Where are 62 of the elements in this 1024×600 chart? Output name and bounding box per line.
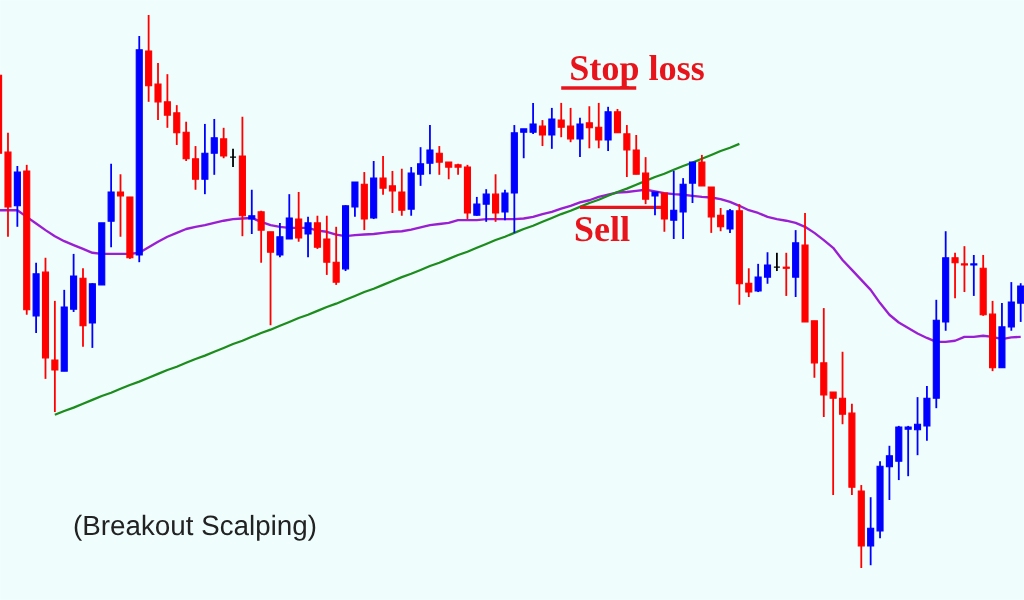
candlestick [885, 444, 893, 501]
candlestick [867, 496, 875, 567]
candlestick [576, 116, 584, 159]
candlestick [529, 102, 537, 135]
candlestick [173, 104, 181, 146]
candlestick [473, 196, 481, 217]
candlestick [904, 424, 912, 478]
candlestick [838, 350, 847, 426]
candlestick [970, 254, 978, 297]
annotation: Stop loss [571, 54, 704, 88]
candlestick [379, 155, 387, 196]
candlestick [154, 62, 162, 121]
candlestick [754, 262, 762, 293]
candlestick [266, 230, 275, 327]
candlestick [482, 188, 490, 223]
annotation: Sell [575, 215, 630, 242]
candlestick [548, 106, 556, 150]
candlestick [332, 225, 340, 286]
candlestick [1017, 282, 1024, 323]
candlestick [960, 245, 968, 293]
candlestick [688, 161, 697, 204]
annotation: (Breakout Scalping) [74, 514, 316, 541]
candlestick [388, 170, 396, 214]
candlestick [782, 251, 790, 297]
candlestick [285, 193, 293, 240]
candlestick [951, 251, 959, 300]
candlestick [670, 170, 678, 240]
candlestick [116, 173, 125, 238]
candlestick [913, 396, 922, 457]
candlestick [557, 102, 565, 139]
candlestick [417, 146, 425, 187]
candlestick [295, 191, 303, 243]
candlestick [520, 128, 528, 160]
candlestick [435, 145, 443, 176]
candlestick [829, 391, 837, 496]
candlestick [538, 119, 547, 147]
candlestick [304, 215, 312, 259]
candlestick [501, 188, 509, 222]
candlestick [426, 124, 434, 176]
candlestick [745, 267, 753, 298]
candlestick [651, 191, 659, 217]
candlestick [492, 173, 500, 223]
candlestick [276, 222, 284, 259]
candlestick [623, 124, 631, 178]
candlestick [323, 214, 331, 276]
candlestick [163, 73, 171, 129]
candlestick [220, 126, 228, 160]
candlestick [398, 167, 406, 217]
candlestick [698, 154, 706, 187]
candlestick [613, 108, 622, 134]
candlestick [51, 299, 59, 413]
candlestick [248, 188, 256, 235]
candlestick [585, 105, 593, 150]
candlestick [257, 209, 265, 264]
candlestick [595, 102, 603, 150]
candlestick [191, 145, 200, 191]
candlestick [567, 106, 575, 144]
candlestick [210, 118, 218, 176]
candlestick [717, 207, 725, 233]
candlestick [229, 147, 237, 168]
candlestick [726, 208, 734, 234]
candlestick [763, 251, 772, 285]
